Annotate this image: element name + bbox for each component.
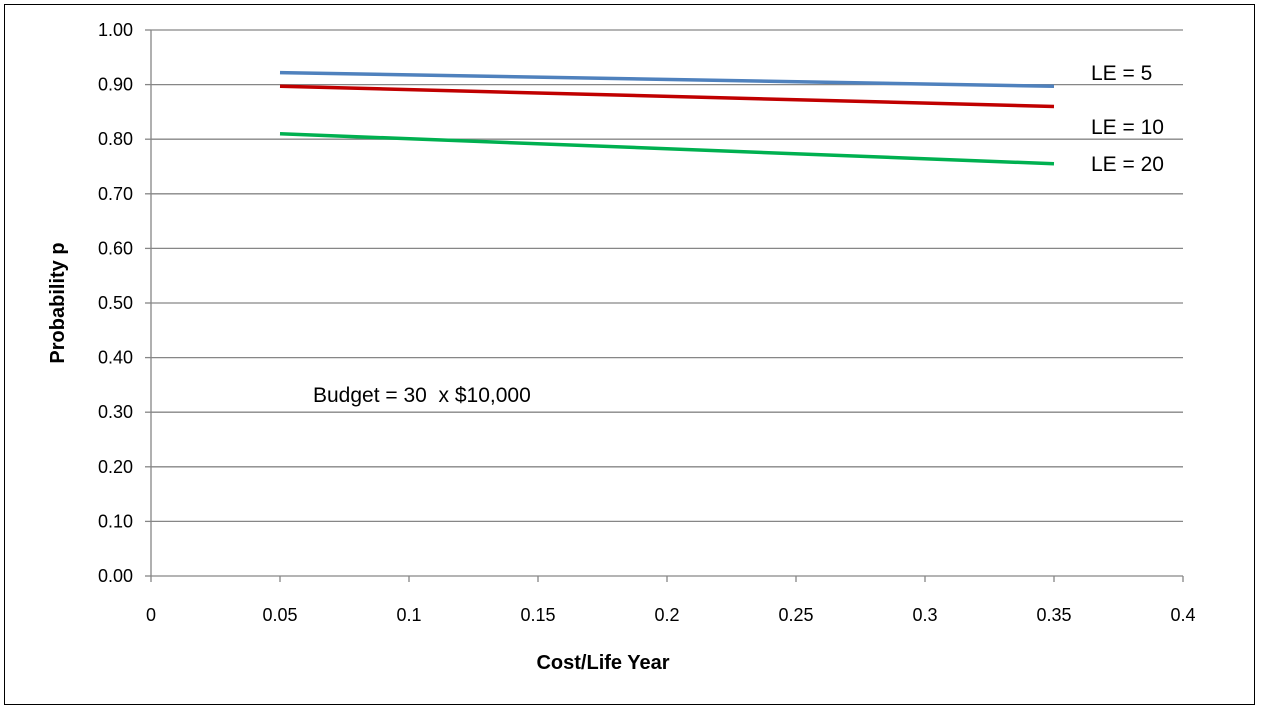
y-tick-label: 0.70 xyxy=(98,184,133,204)
series-label-le5: LE = 5 xyxy=(1091,62,1152,85)
gridlines xyxy=(151,29,1183,523)
y-tick-label: 0.00 xyxy=(98,566,133,586)
x-tick-label: 0.1 xyxy=(396,605,421,625)
y-axis-title: Probability p xyxy=(47,242,69,363)
x-tick-label: 0.05 xyxy=(262,605,297,625)
axes xyxy=(145,29,1184,582)
y-tick-label: 0.90 xyxy=(98,75,133,95)
tick-labels: 0.000.100.200.300.400.500.600.700.800.90… xyxy=(98,20,1196,625)
x-tick-label: 0.2 xyxy=(654,605,679,625)
series-line-1 xyxy=(279,84,1055,109)
y-tick-label: 1.00 xyxy=(98,20,133,40)
x-tick-label: 0.15 xyxy=(520,605,555,625)
series-label-le20: LE = 20 xyxy=(1091,153,1164,176)
y-tick-label: 0.30 xyxy=(98,402,133,422)
series-label-le10: LE = 10 xyxy=(1091,116,1164,139)
y-tick-label: 0.10 xyxy=(98,511,133,531)
x-tick-label: 0.35 xyxy=(1036,605,1071,625)
series-lines xyxy=(279,70,1055,166)
x-tick-label: 0.3 xyxy=(912,605,937,625)
y-tick-label: 0.80 xyxy=(98,129,133,149)
y-tick-label: 0.20 xyxy=(98,457,133,477)
series-line-0 xyxy=(279,70,1055,88)
x-tick-label: 0.4 xyxy=(1170,605,1195,625)
chart-frame xyxy=(4,4,1255,705)
x-tick-label: 0 xyxy=(146,605,156,625)
x-tick-label: 0.25 xyxy=(778,605,813,625)
y-tick-label: 0.60 xyxy=(98,238,133,258)
x-axis-title: Cost/Life Year xyxy=(536,652,669,674)
y-tick-label: 0.40 xyxy=(98,348,133,368)
y-tick-label: 0.50 xyxy=(98,293,133,313)
series-line-2 xyxy=(279,131,1055,166)
budget-annotation: Budget = 30 x $10,000 xyxy=(313,384,531,407)
